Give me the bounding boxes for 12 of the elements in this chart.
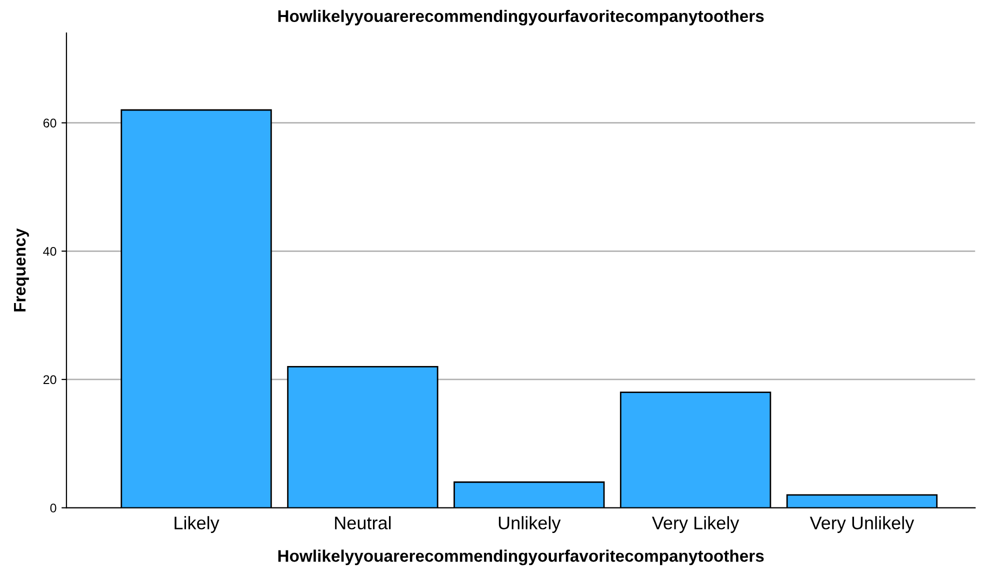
y-tick-label: 40 [43,246,56,256]
x-tick-label: Unlikely [498,516,561,533]
y-tick-label: 20 [43,375,56,384]
y-tick-label: 0 [50,504,56,512]
chart-title: Howlikelyyouarerecommendingyourfavoritecompanytoothers [278,10,764,26]
x-axis-title: Howlikelyyouarerecommendingyourfavoritecompanytoothers [278,550,764,566]
x-tick-label: Likely [174,516,220,533]
y-axis-title: Frequency [14,228,29,312]
x-tick-label: Very Likely [652,516,740,533]
x-tick-label: Very Unlikely [810,516,914,533]
y-tick-label: 60 [43,118,56,128]
x-tick-label: Neutral [335,516,391,530]
